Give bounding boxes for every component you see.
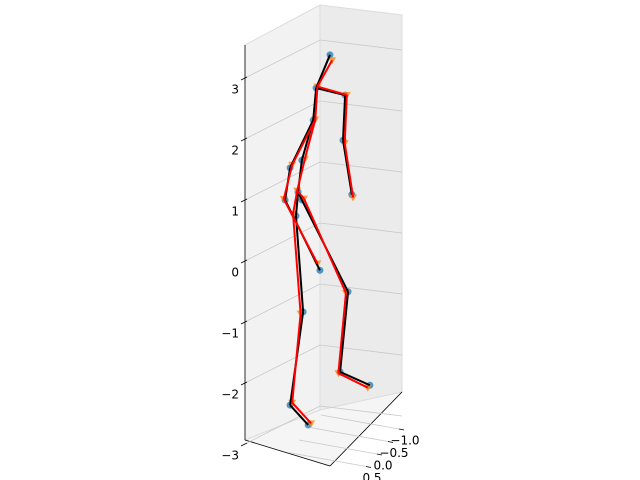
z-tick-label: 0 bbox=[231, 266, 239, 280]
z-grid-line bbox=[244, 39, 403, 79]
marks bbox=[279, 51, 374, 429]
bone bbox=[339, 370, 371, 387]
bone bbox=[317, 85, 348, 96]
right-pane bbox=[319, 4, 403, 411]
bone bbox=[296, 159, 306, 191]
bone bbox=[291, 402, 312, 425]
y-grid-line bbox=[320, 414, 400, 430]
bone bbox=[337, 372, 369, 389]
y-tick-label: 0.5 bbox=[362, 471, 381, 480]
y-tick-label: −1.0 bbox=[390, 434, 419, 448]
bone bbox=[312, 87, 318, 121]
z-tick-label: 3 bbox=[231, 83, 239, 97]
bone bbox=[314, 86, 319, 120]
y-axis-line bbox=[329, 391, 403, 467]
z-tick bbox=[240, 137, 248, 142]
bone bbox=[339, 291, 350, 372]
z-grid-line bbox=[244, 405, 403, 445]
bone bbox=[292, 213, 302, 314]
bone bbox=[291, 119, 317, 166]
bone bbox=[296, 189, 305, 200]
y-tick bbox=[365, 466, 372, 468]
left-pane bbox=[244, 4, 321, 441]
point bbox=[349, 194, 358, 202]
z-grid-line bbox=[244, 222, 403, 262]
bone bbox=[343, 143, 355, 198]
bone bbox=[337, 292, 347, 374]
z-tick bbox=[240, 198, 248, 203]
z-tick bbox=[240, 76, 248, 81]
z-tick bbox=[240, 320, 248, 325]
bone bbox=[294, 215, 305, 312]
z-grid-line bbox=[244, 161, 403, 201]
y-grid-line bbox=[309, 427, 389, 442]
y-grid-line bbox=[287, 452, 367, 467]
y-tick bbox=[376, 453, 383, 456]
z-tick-label: −2 bbox=[221, 388, 239, 402]
bone bbox=[282, 164, 294, 200]
axes: −3 −2 −1 0 1 2 3 −1.0−0.50.00.5 bbox=[221, 39, 420, 480]
bone bbox=[294, 192, 300, 216]
bone bbox=[303, 119, 317, 160]
y-tick-label: 0.0 bbox=[373, 459, 392, 473]
z-tick bbox=[240, 442, 248, 447]
bone bbox=[292, 190, 299, 215]
bone bbox=[316, 59, 333, 88]
bone bbox=[303, 198, 347, 294]
x-axis-line bbox=[244, 439, 331, 467]
y-tick-label: −0.5 bbox=[379, 446, 408, 460]
bone bbox=[315, 54, 331, 89]
z-tick bbox=[240, 259, 248, 264]
bone bbox=[343, 94, 348, 144]
y-tick bbox=[398, 428, 405, 431]
z-grid-line bbox=[244, 283, 403, 323]
bone bbox=[289, 404, 309, 426]
bone bbox=[291, 313, 302, 403]
z-tick-label: −3 bbox=[221, 449, 239, 463]
z-grid-line bbox=[244, 100, 403, 140]
bone bbox=[342, 95, 347, 141]
y-tick bbox=[387, 441, 394, 443]
z-tick-label: −1 bbox=[221, 327, 239, 341]
y-grid-line bbox=[298, 439, 378, 455]
bone bbox=[282, 198, 319, 264]
z-tick-label: 2 bbox=[231, 144, 239, 158]
z-grid-line bbox=[244, 344, 403, 384]
z-tick-label: 1 bbox=[231, 205, 239, 219]
z-tick bbox=[240, 381, 248, 386]
